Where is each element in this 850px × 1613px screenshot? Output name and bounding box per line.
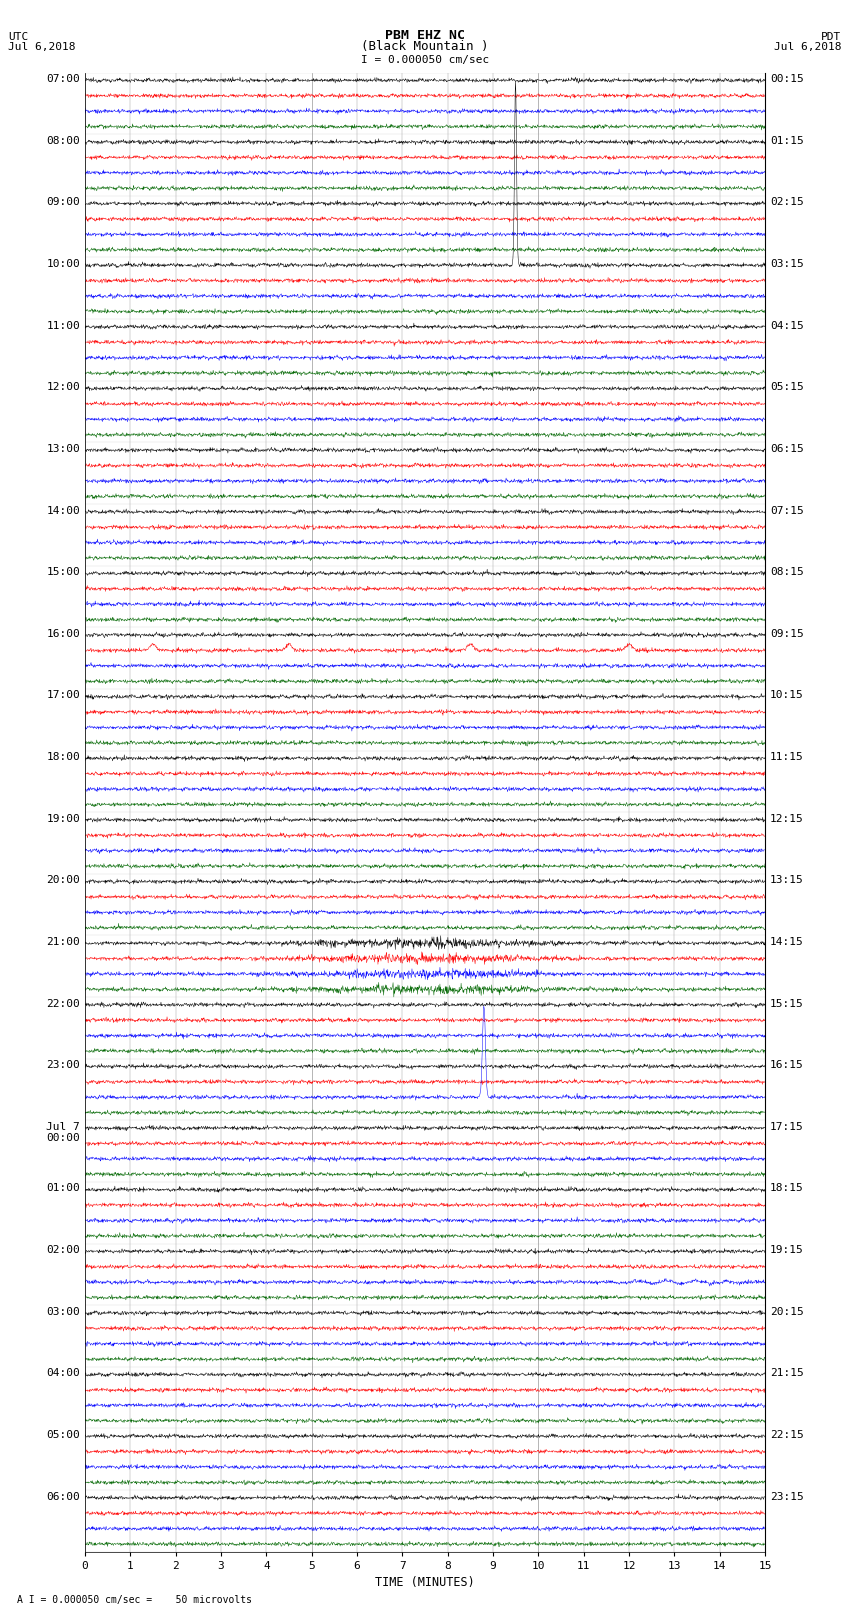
Text: I = 0.000050 cm/sec: I = 0.000050 cm/sec: [361, 55, 489, 65]
Text: Jul 6,2018: Jul 6,2018: [8, 42, 76, 52]
X-axis label: TIME (MINUTES): TIME (MINUTES): [375, 1576, 475, 1589]
Text: UTC: UTC: [8, 32, 29, 42]
Text: PDT: PDT: [821, 32, 842, 42]
Text: PBM EHZ NC: PBM EHZ NC: [385, 29, 465, 42]
Text: A I = 0.000050 cm/sec =    50 microvolts: A I = 0.000050 cm/sec = 50 microvolts: [17, 1595, 252, 1605]
Text: (Black Mountain ): (Black Mountain ): [361, 40, 489, 53]
Text: Jul 6,2018: Jul 6,2018: [774, 42, 842, 52]
